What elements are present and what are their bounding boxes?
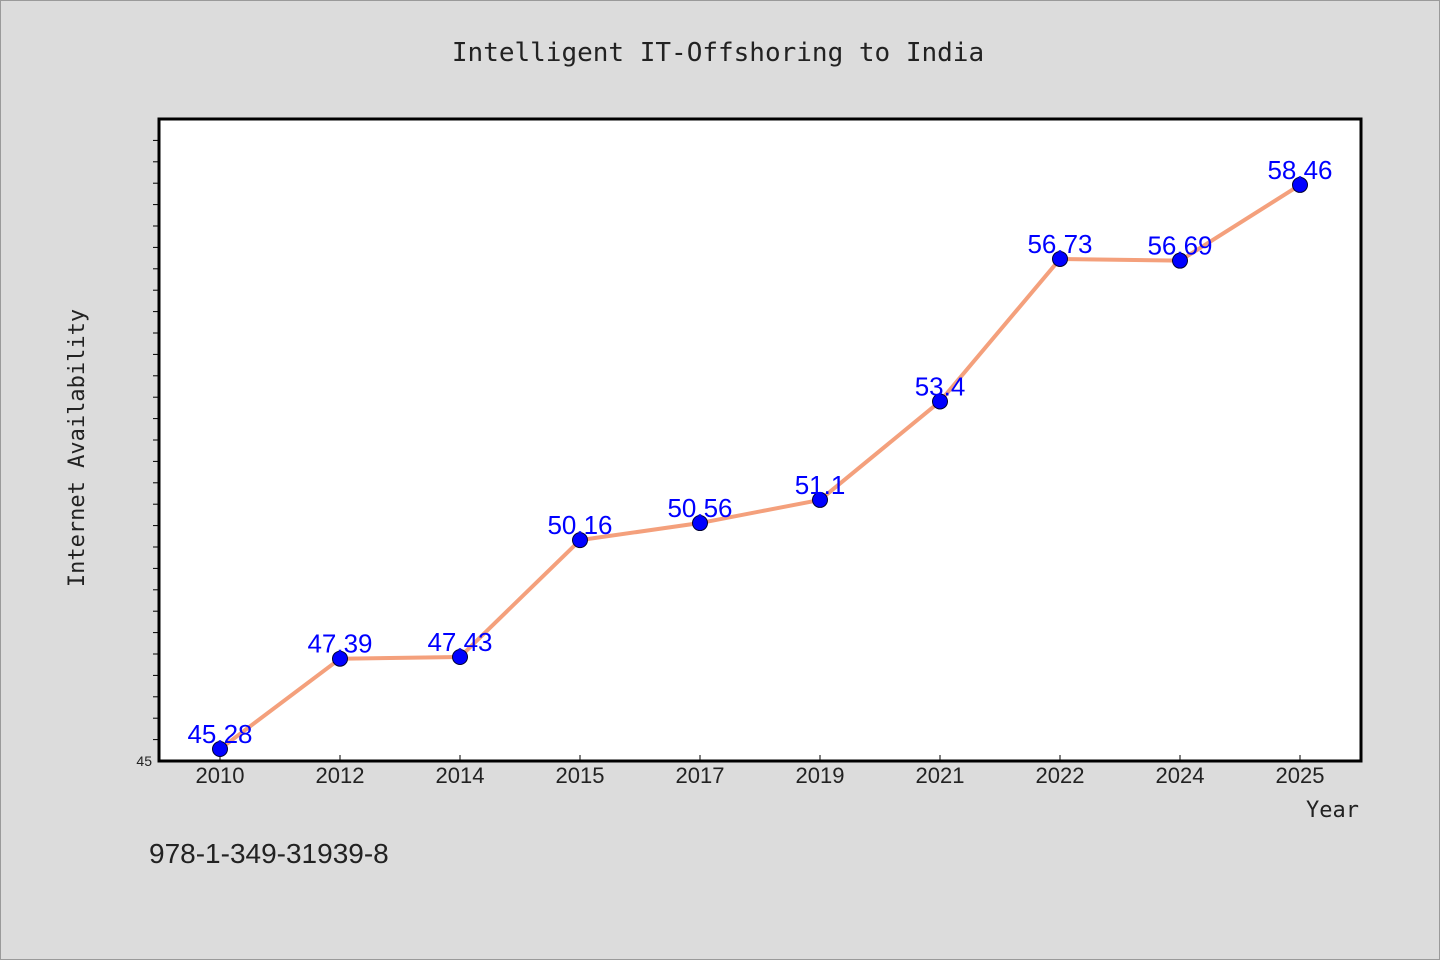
data-label: 56.73	[1027, 229, 1092, 259]
data-label: 47.39	[307, 629, 372, 659]
chart-title: Intelligent IT-Offshoring to India	[452, 38, 984, 68]
data-label: 50.56	[667, 493, 732, 523]
data-point	[812, 491, 828, 508]
x-tick-label: 2015	[556, 763, 605, 788]
data-point	[1292, 176, 1308, 193]
x-tick-label: 2021	[916, 763, 965, 788]
x-tick-label: 2010	[196, 763, 245, 788]
data-label: 51.1	[795, 470, 846, 500]
data-point	[1052, 250, 1068, 267]
y-tick-label: 45	[136, 753, 152, 769]
data-point	[932, 393, 948, 410]
x-tick-label: 2017	[676, 763, 725, 788]
series-line	[218, 183, 1302, 751]
data-label: 58.46	[1267, 155, 1332, 185]
data-point	[332, 650, 348, 667]
data-label: 53.4	[915, 371, 966, 401]
data-label: 56.69	[1147, 231, 1212, 261]
plot-area	[157, 117, 1363, 763]
y-axis-ticks	[153, 139, 159, 741]
data-label: 50.16	[547, 510, 612, 540]
footer-isbn: 978-1-349-31939-8	[149, 838, 389, 869]
data-point	[572, 532, 588, 549]
data-point	[1172, 252, 1188, 269]
y-axis-label: Internet Availability	[65, 309, 90, 587]
data-point	[452, 648, 468, 665]
x-tick-label: 2014	[436, 763, 485, 788]
series-markers	[212, 176, 1308, 758]
x-axis-label: Year	[1306, 798, 1359, 823]
x-tick-label: 2024	[1156, 763, 1205, 788]
x-tick-label: 2022	[1036, 763, 1085, 788]
x-tick-label: 2019	[796, 763, 845, 788]
x-tick-label: 2025	[1276, 763, 1325, 788]
data-label: 47.43	[427, 627, 492, 657]
x-tick-label: 2012	[316, 763, 365, 788]
data-point	[212, 741, 228, 758]
x-axis-ticks: 2010 2012 2014 2015 2017 2019 2021 2022 2024 2025	[196, 755, 1325, 788]
data-label: 45.28	[187, 719, 252, 749]
data-point	[692, 515, 708, 532]
data-labels: 45.28 47.39 47.43 50.16 50.56 51.1 53.4 56.73 56…	[187, 155, 1332, 749]
